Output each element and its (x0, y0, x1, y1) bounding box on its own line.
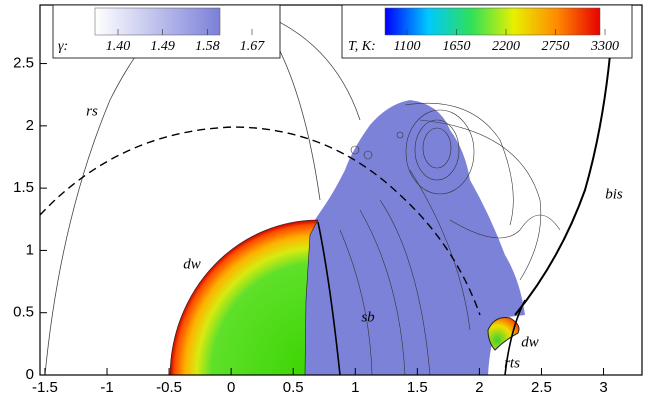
y-tick-label: 1 (26, 241, 34, 258)
x-tick-label: 1.5 (407, 379, 428, 396)
colorbar (384, 7, 601, 36)
y-tick-label: 1.5 (13, 179, 34, 196)
annotation: rs (86, 103, 98, 119)
x-tick-label: 0 (227, 379, 235, 396)
rs-line (44, 4, 181, 376)
colorbar-tick-label: 2750 (542, 39, 570, 54)
x-tick-label: 2 (475, 379, 483, 396)
colorbar-label: γ: (58, 39, 68, 54)
annotation: sb (361, 309, 375, 325)
blue-region (305, 100, 525, 375)
colorbar-tick-label: 1100 (394, 39, 421, 54)
front-shock (317, 221, 341, 376)
dashed-curve (39, 126, 481, 316)
y-tick-label: 0 (26, 366, 34, 383)
colorbar-tick-label: 1.58 (195, 39, 220, 54)
annotation: bis (605, 186, 623, 202)
colorbar-label: T, K: (348, 39, 376, 54)
annotation: rts (504, 355, 520, 371)
colorbar-tick-label: 1.49 (150, 39, 175, 54)
colorbar (94, 7, 221, 36)
colorbar-tick-label: 3300 (590, 39, 619, 54)
x-tick-label: -1 (100, 379, 113, 396)
plot-frame (39, 4, 643, 376)
flow-field (39, 4, 615, 376)
small-hot-region (487, 317, 520, 351)
y-tick-label: 2 (26, 117, 34, 134)
colorbar-tick-label: 1650 (443, 39, 471, 54)
y-tick-label: 2.5 (13, 55, 34, 72)
x-tick-label: -1.5 (32, 379, 58, 396)
colorbar-tick-label: 1.40 (106, 39, 131, 54)
contour-lines (339, 102, 561, 376)
annotation: dw (521, 334, 539, 350)
x-tick-label: 0.5 (283, 379, 304, 396)
bow-shock (514, 4, 615, 316)
annotation: dw (183, 256, 201, 272)
hot-dome (169, 219, 319, 376)
x-tick-label: -0.5 (156, 379, 182, 396)
colorbar-tick-label: 1.67 (240, 39, 266, 54)
x-tick-label: 1 (351, 379, 359, 396)
x-tick-label: 3 (599, 379, 607, 396)
colorbar-tick-label: 2200 (492, 39, 520, 54)
y-tick-label: 0.5 (13, 304, 34, 321)
x-tick-label: 2.5 (531, 379, 552, 396)
